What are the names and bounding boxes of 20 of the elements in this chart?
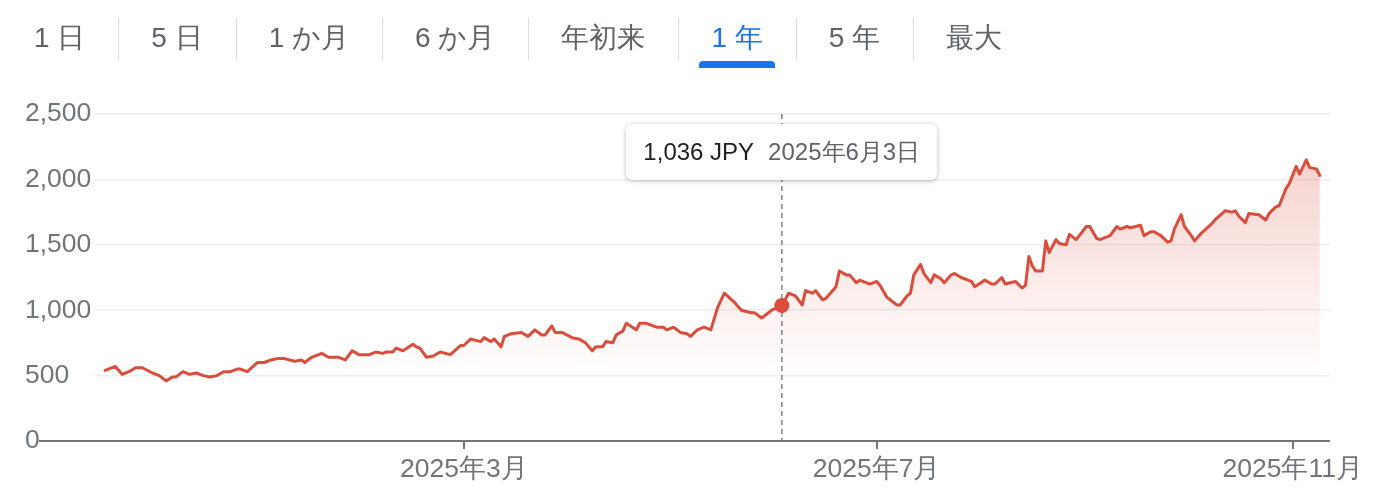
annotation: 1,036 JPY (643, 138, 755, 166)
tab[interactable]: 年初来 (528, 0, 679, 76)
y-tick-label: 2,500 (25, 97, 92, 128)
y-tick-label: 1,500 (25, 228, 92, 259)
tab[interactable]: 1 年 (678, 0, 796, 76)
tab[interactable]: 1 日 (1, 0, 119, 76)
tab[interactable]: 1 か月 (235, 0, 383, 76)
tab[interactable]: 最大 (913, 0, 1036, 76)
y-tick-label: 0 (25, 424, 40, 455)
tab[interactable]: 5 年 (795, 0, 914, 76)
tooltip: 1,036 JPY 2025年6月3日 (626, 124, 938, 180)
tab[interactable]: 6 か月 (382, 0, 529, 76)
tab[interactable]: 5 日 (118, 0, 236, 76)
y-tick-label: 500 (25, 358, 70, 389)
annotation: 2025年6月3日 (768, 137, 921, 167)
y-tick-label: 1,000 (25, 293, 92, 324)
x-tick-label: 2025年11月 (1222, 453, 1364, 484)
x-tick-label: 2025年7月 (812, 453, 941, 484)
x-tick-label: 2025年3月 (399, 453, 528, 484)
y-tick-label: 2,000 (25, 162, 92, 193)
